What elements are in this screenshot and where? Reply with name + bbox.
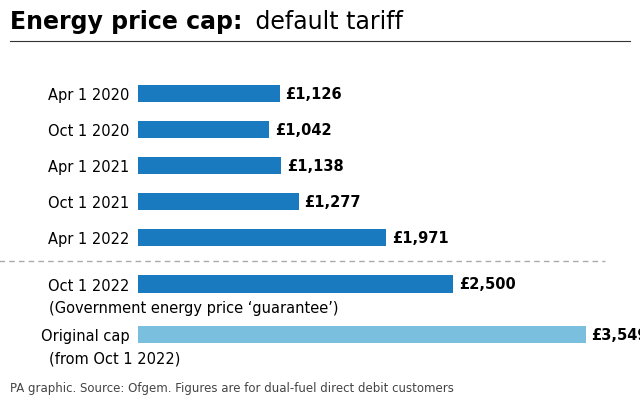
- Bar: [138, 275, 453, 293]
- Bar: [138, 193, 299, 211]
- Bar: [138, 122, 269, 139]
- Text: £1,971: £1,971: [392, 230, 449, 245]
- Text: £2,500: £2,500: [459, 277, 516, 292]
- Text: Energy price cap:: Energy price cap:: [10, 10, 242, 34]
- Text: £1,126: £1,126: [285, 87, 342, 101]
- Text: (Government energy price ‘guarantee’): (Government energy price ‘guarantee’): [49, 301, 339, 316]
- Text: (from Oct 1 2022): (from Oct 1 2022): [49, 351, 180, 366]
- Bar: [138, 85, 280, 103]
- Text: £1,042: £1,042: [275, 123, 332, 138]
- Text: PA graphic. Source: Ofgem. Figures are for dual-fuel direct debit customers: PA graphic. Source: Ofgem. Figures are f…: [10, 381, 454, 394]
- Text: £1,138: £1,138: [287, 158, 344, 173]
- Bar: [138, 157, 282, 174]
- Text: £3,549: £3,549: [591, 327, 640, 342]
- Text: £1,277: £1,277: [305, 194, 361, 209]
- Text: default tariff: default tariff: [248, 10, 403, 34]
- Bar: [138, 326, 586, 343]
- Bar: [138, 229, 387, 246]
